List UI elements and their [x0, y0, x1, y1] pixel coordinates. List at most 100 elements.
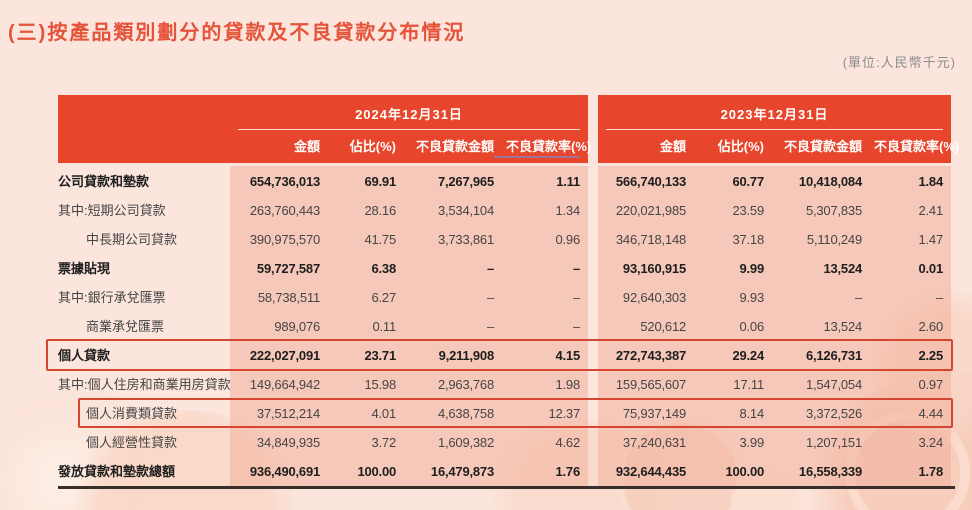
- cell-npl-amount-2024: 3,733,861: [437, 232, 494, 247]
- cell-share-2024: 0.11: [372, 319, 396, 334]
- cell-npl-rate-2023: 1.47: [918, 232, 943, 247]
- cell-npl-amount-2023: 13,524: [823, 319, 862, 334]
- cell-amount-2023: 37,240,631: [622, 435, 686, 450]
- cell-share-2023: 60.77: [732, 174, 764, 189]
- col-header-amount-2024: 金額: [293, 139, 320, 154]
- cell-npl-rate-2023: 4.44: [918, 406, 943, 421]
- cell-share-2024: 15.98: [364, 377, 396, 392]
- cell-npl-amount-2023: 16,558,339: [798, 464, 862, 479]
- cell-amount-2023: 566,740,133: [615, 174, 686, 189]
- table-row: 其中:短期公司貸款 263,760,443 28.16 3,534,104 1.…: [58, 196, 955, 225]
- cell-npl-rate-2024: 1.98: [555, 377, 580, 392]
- cell-share-2024: 69.91: [364, 174, 396, 189]
- row-label-prefix: 其中:: [58, 290, 88, 305]
- cell-npl-amount-2023: 5,307,835: [805, 203, 862, 218]
- cell-share-2024: 6.38: [371, 261, 396, 276]
- cell-share-2024: 23.71: [364, 348, 396, 363]
- cell-npl-amount-2024: –: [486, 261, 494, 276]
- cell-amount-2023: 93,160,915: [622, 261, 686, 276]
- cell-npl-rate-2023: 3.24: [918, 435, 943, 450]
- group-gap: [588, 370, 598, 399]
- cell-npl-rate-2024: –: [572, 261, 580, 276]
- row-label: 其中:短期公司貸款: [58, 203, 166, 218]
- group-gap: [588, 428, 598, 457]
- cell-amount-2024: 58,738,511: [257, 290, 320, 305]
- cell-amount-2024: 936,490,691: [249, 464, 320, 479]
- loans-by-product-table: 2024年12月31日 金額 佔比(%) 不良貸款金額 不良貸款率(%) 202…: [46, 95, 960, 489]
- cell-amount-2024: 654,736,013: [249, 174, 320, 189]
- row-label-prefix: 其中:: [58, 203, 88, 218]
- cell-amount-2023: 75,937,149: [622, 406, 686, 421]
- cell-npl-rate-2023: 2.41: [918, 203, 943, 218]
- period-label-2023: 2023年12月31日: [720, 107, 829, 122]
- cell-npl-amount-2024: 4,638,758: [437, 406, 494, 421]
- cell-amount-2023: 92,640,303: [622, 290, 686, 305]
- cell-npl-amount-2024: 9,211,908: [438, 348, 495, 363]
- cell-npl-amount-2024: 7,267,965: [437, 174, 494, 189]
- cell-share-2024: 28.16: [364, 203, 396, 218]
- cell-npl-amount-2024: –: [486, 290, 494, 305]
- cell-share-2023: 9.93: [739, 290, 764, 305]
- table-row: 發放貸款和墊款總額 936,490,691 100.00 16,479,873 …: [58, 457, 955, 486]
- cell-npl-amount-2024: –: [486, 319, 494, 334]
- cell-npl-amount-2023: 6,126,731: [805, 348, 862, 363]
- cell-amount-2024: 59,727,587: [256, 261, 320, 276]
- cell-amount-2024: 263,760,443: [249, 203, 320, 218]
- unit-note: (單位:人民幣千元): [842, 55, 956, 70]
- cell-npl-rate-2024: 1.34: [555, 203, 580, 218]
- col-header-npl-rate-2024: 不良貸款率(%): [506, 139, 592, 154]
- cell-share-2024: 4.01: [371, 406, 396, 421]
- col-header-amount-2023: 金額: [659, 139, 686, 154]
- group-gap: [588, 312, 598, 341]
- cell-npl-rate-2024: –: [572, 319, 580, 334]
- cell-amount-2023: 159,565,607: [615, 377, 686, 392]
- cell-amount-2023: 220,021,985: [615, 203, 686, 218]
- cell-share-2023: 3.99: [739, 435, 764, 450]
- cell-amount-2023: 272,743,387: [615, 348, 686, 363]
- table-row: 個人消費類貸款 37,512,214 4.01 4,638,758 12.37 …: [58, 398, 955, 428]
- cell-npl-rate-2023: 0.01: [918, 261, 943, 276]
- row-label: 票據貼現: [58, 261, 111, 276]
- row-label: 公司貸款和墊款: [58, 174, 150, 189]
- cell-amount-2024: 149,664,942: [249, 377, 320, 392]
- table-row: 公司貸款和墊款 654,736,013 69.91 7,267,965 1.11…: [58, 167, 955, 196]
- cell-npl-amount-2023: 1,547,054: [805, 377, 862, 392]
- row-label: 個人經營性貸款: [86, 435, 178, 450]
- group-gap: [588, 196, 598, 225]
- cell-npl-amount-2023: 3,372,526: [805, 406, 862, 421]
- period-label-2024: 2024年12月31日: [355, 107, 463, 122]
- cell-npl-rate-2024: –: [572, 290, 580, 305]
- section-title: (三)按產品類別劃分的貸款及不良貸款分布情況: [8, 22, 466, 44]
- group-gap: [588, 167, 598, 196]
- row-label: 發放貸款和墊款總額: [58, 464, 176, 479]
- col-header-npl-amount-2024: 不良貸款金額: [415, 139, 494, 154]
- cell-npl-rate-2024: 1.11: [556, 174, 580, 189]
- cell-npl-rate-2023: 2.25: [918, 348, 943, 363]
- cell-npl-amount-2023: 10,418,084: [798, 174, 862, 189]
- cell-npl-amount-2023: 13,524: [823, 261, 862, 276]
- cell-npl-amount-2024: 16,479,873: [430, 464, 494, 479]
- table-row: 商業承兌匯票 989,076 0.11 – – 520,612 0.06 13,…: [58, 312, 955, 341]
- group-gap: [588, 341, 598, 370]
- cell-amount-2024: 989,076: [274, 319, 320, 334]
- cell-amount-2024: 390,975,570: [249, 232, 320, 247]
- cell-npl-amount-2024: 3,534,104: [437, 203, 494, 218]
- cell-share-2024: 6.27: [371, 290, 396, 305]
- row-label: 其中:個人住房和商業用房貸款: [58, 377, 231, 392]
- row-label: 個人貸款: [58, 348, 111, 363]
- group-gap: [588, 399, 598, 428]
- cell-npl-rate-2023: 0.97: [918, 377, 943, 392]
- period-block-2023: 2023年12月31日 金額 佔比(%) 不良貸款金額 不良貸款率(%): [598, 95, 960, 163]
- period-block-2024: 2024年12月31日 金額 佔比(%) 不良貸款金額 不良貸款率(%): [58, 95, 592, 163]
- table-header: 2024年12月31日 金額 佔比(%) 不良貸款金額 不良貸款率(%) 202…: [58, 95, 960, 163]
- cell-share-2024: 100.00: [357, 464, 396, 479]
- cell-share-2023: 29.24: [732, 348, 764, 363]
- cell-npl-amount-2024: 2,963,768: [437, 377, 494, 392]
- cell-npl-amount-2024: 1,609,382: [437, 435, 494, 450]
- cell-share-2023: 100.00: [725, 464, 764, 479]
- col-header-share-2024: 佔比(%): [349, 139, 396, 154]
- cell-npl-rate-2024: 4.62: [555, 435, 580, 450]
- col-header-share-2023: 佔比(%): [717, 139, 764, 154]
- col-header-npl-rate-2023: 不良貸款率(%): [874, 139, 960, 154]
